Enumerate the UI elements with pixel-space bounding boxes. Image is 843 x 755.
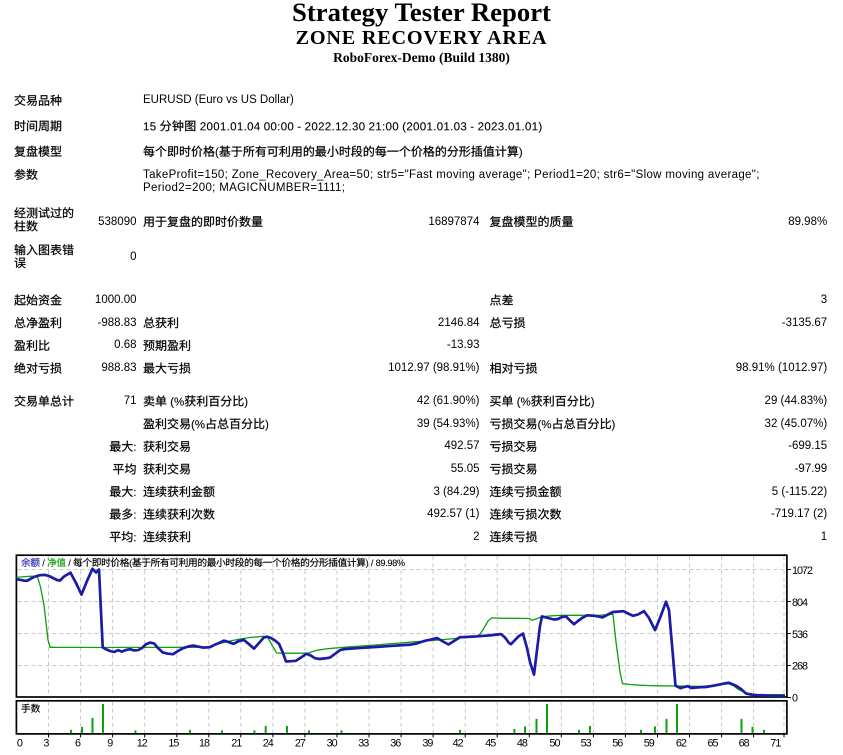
svg-text:0: 0 [792, 693, 798, 705]
svg-text:65: 65 [707, 738, 718, 750]
svg-text:42: 42 [453, 738, 464, 750]
svg-text:21: 21 [231, 738, 242, 750]
svg-text:50: 50 [549, 738, 560, 750]
svg-text:53: 53 [581, 738, 592, 750]
svg-text:24: 24 [263, 738, 274, 750]
svg-text:12: 12 [137, 738, 148, 750]
svg-text:268: 268 [792, 661, 808, 673]
svg-text:804: 804 [792, 597, 808, 609]
svg-text:27: 27 [295, 738, 306, 750]
svg-text:3: 3 [43, 738, 49, 750]
svg-text:62: 62 [676, 738, 687, 750]
svg-text:39: 39 [422, 738, 433, 750]
svg-text:1072: 1072 [792, 565, 813, 577]
svg-text:56: 56 [612, 738, 623, 750]
svg-text:0: 0 [17, 738, 23, 750]
svg-text:536: 536 [792, 629, 808, 641]
svg-text:36: 36 [390, 738, 401, 750]
svg-text:59: 59 [644, 738, 655, 750]
svg-text:15: 15 [168, 738, 179, 750]
svg-text:48: 48 [517, 738, 528, 750]
svg-text:71: 71 [770, 738, 781, 750]
svg-text:33: 33 [358, 738, 369, 750]
svg-text:18: 18 [199, 738, 210, 750]
svg-text:68: 68 [739, 738, 750, 750]
svg-text:9: 9 [107, 738, 113, 750]
svg-text:45: 45 [485, 738, 496, 750]
svg-text:6: 6 [75, 738, 81, 750]
svg-text:30: 30 [327, 738, 338, 750]
